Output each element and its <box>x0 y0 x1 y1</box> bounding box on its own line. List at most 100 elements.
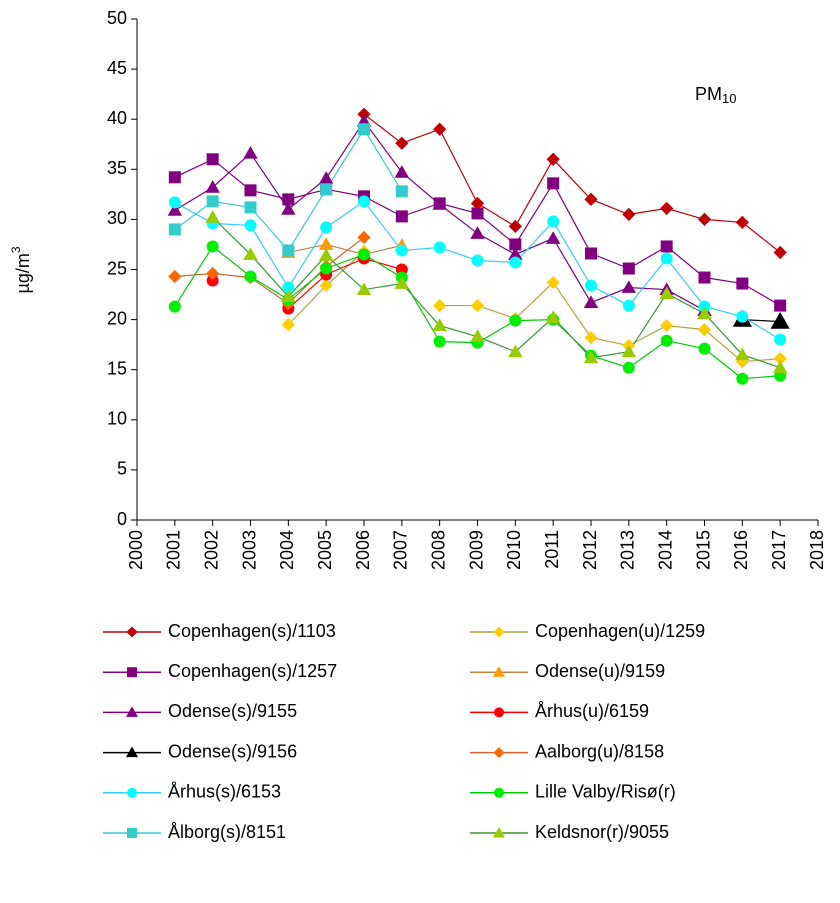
y-tick-label: 30 <box>107 208 127 228</box>
x-tick-label: 2011 <box>542 530 562 569</box>
marker <box>621 344 637 358</box>
series-line <box>288 243 402 256</box>
marker <box>621 280 637 293</box>
y-tick-label: 20 <box>107 308 127 328</box>
marker <box>127 787 137 798</box>
x-tick-label: 2015 <box>693 530 713 570</box>
marker <box>395 136 409 150</box>
marker <box>546 152 560 166</box>
marker <box>470 298 485 313</box>
y-tick-label: 0 <box>117 509 127 529</box>
marker <box>206 240 219 253</box>
marker <box>545 231 561 244</box>
marker <box>318 171 334 184</box>
marker <box>282 244 295 257</box>
marker <box>358 123 370 136</box>
marker <box>697 323 712 337</box>
x-tick-label: 2009 <box>466 530 486 570</box>
marker <box>659 286 674 299</box>
legend-label: Ålborg(s)/8151 <box>168 822 286 842</box>
marker <box>281 289 296 302</box>
marker <box>493 747 505 759</box>
marker <box>432 197 447 210</box>
marker <box>357 230 371 245</box>
series-line <box>363 113 781 253</box>
y-tick-label: 15 <box>107 358 127 378</box>
marker <box>318 248 334 261</box>
marker <box>320 183 333 196</box>
marker <box>394 165 410 178</box>
marker <box>470 329 485 343</box>
marker <box>394 276 410 289</box>
marker <box>583 295 599 308</box>
x-tick-label: 2016 <box>731 530 751 570</box>
series-line <box>287 257 403 310</box>
marker <box>660 240 673 253</box>
x-tick-label: 2006 <box>353 530 373 570</box>
marker <box>622 207 636 221</box>
y-tick-label: 50 <box>107 8 127 28</box>
legend-label: Keldsnor(r)/9055 <box>535 822 669 842</box>
marker <box>206 266 220 281</box>
marker <box>395 210 408 223</box>
marker <box>432 318 447 332</box>
marker <box>168 269 182 284</box>
legend-label: Lille Valby/Risø(r) <box>535 782 676 802</box>
marker <box>243 146 258 159</box>
marker <box>494 787 504 798</box>
marker <box>509 314 522 327</box>
marker <box>206 274 219 287</box>
marker <box>470 196 485 210</box>
marker <box>493 626 505 638</box>
x-tick-label: 2005 <box>315 530 335 570</box>
marker <box>433 122 447 136</box>
marker <box>126 626 138 638</box>
marker <box>773 245 787 260</box>
x-tick-label: 2018 <box>807 530 827 570</box>
marker <box>660 201 674 215</box>
marker <box>698 271 711 284</box>
marker <box>319 278 333 293</box>
title-subscript: 10 <box>722 91 736 106</box>
marker <box>660 319 674 333</box>
x-tick-label: 2001 <box>164 530 184 570</box>
legend-label: Copenhagen(s)/1103 <box>168 621 336 641</box>
marker <box>583 350 599 364</box>
x-tick-label: 2007 <box>391 530 411 570</box>
marker <box>318 237 334 250</box>
marker <box>281 318 295 332</box>
marker <box>168 223 181 236</box>
marker <box>205 180 220 193</box>
marker <box>471 207 484 220</box>
y-label-main: µg/m <box>13 253 33 293</box>
x-tick-label: 2017 <box>769 530 789 570</box>
marker <box>206 153 219 166</box>
marker <box>622 262 635 275</box>
y-tick-label: 40 <box>107 108 127 128</box>
marker <box>206 195 219 208</box>
chart-title: PM10 <box>695 84 736 107</box>
marker <box>585 247 597 260</box>
marker <box>547 215 560 228</box>
marker <box>547 177 560 190</box>
legend-label: Copenhagen(u)/1259 <box>535 621 705 641</box>
y-axis-label: µg/m3 <box>9 246 33 293</box>
y-tick-label: 35 <box>107 158 127 178</box>
marker <box>736 277 749 290</box>
marker <box>508 219 522 234</box>
legend-label: Odense(u)/9159 <box>535 661 665 681</box>
marker <box>622 361 635 374</box>
marker <box>774 299 787 312</box>
marker <box>584 331 598 345</box>
legend-label: Copenhagen(s)/1257 <box>168 661 337 681</box>
marker <box>282 281 295 294</box>
marker <box>546 275 560 290</box>
y-label-sup: 3 <box>9 246 23 253</box>
marker <box>774 333 787 346</box>
y-tick-label: 10 <box>107 409 127 429</box>
marker <box>205 210 220 223</box>
legend-label: Århus(u)/6159 <box>535 701 649 721</box>
marker <box>433 241 446 254</box>
marker <box>493 666 505 677</box>
legend-label: Århus(s)/6153 <box>168 782 281 802</box>
